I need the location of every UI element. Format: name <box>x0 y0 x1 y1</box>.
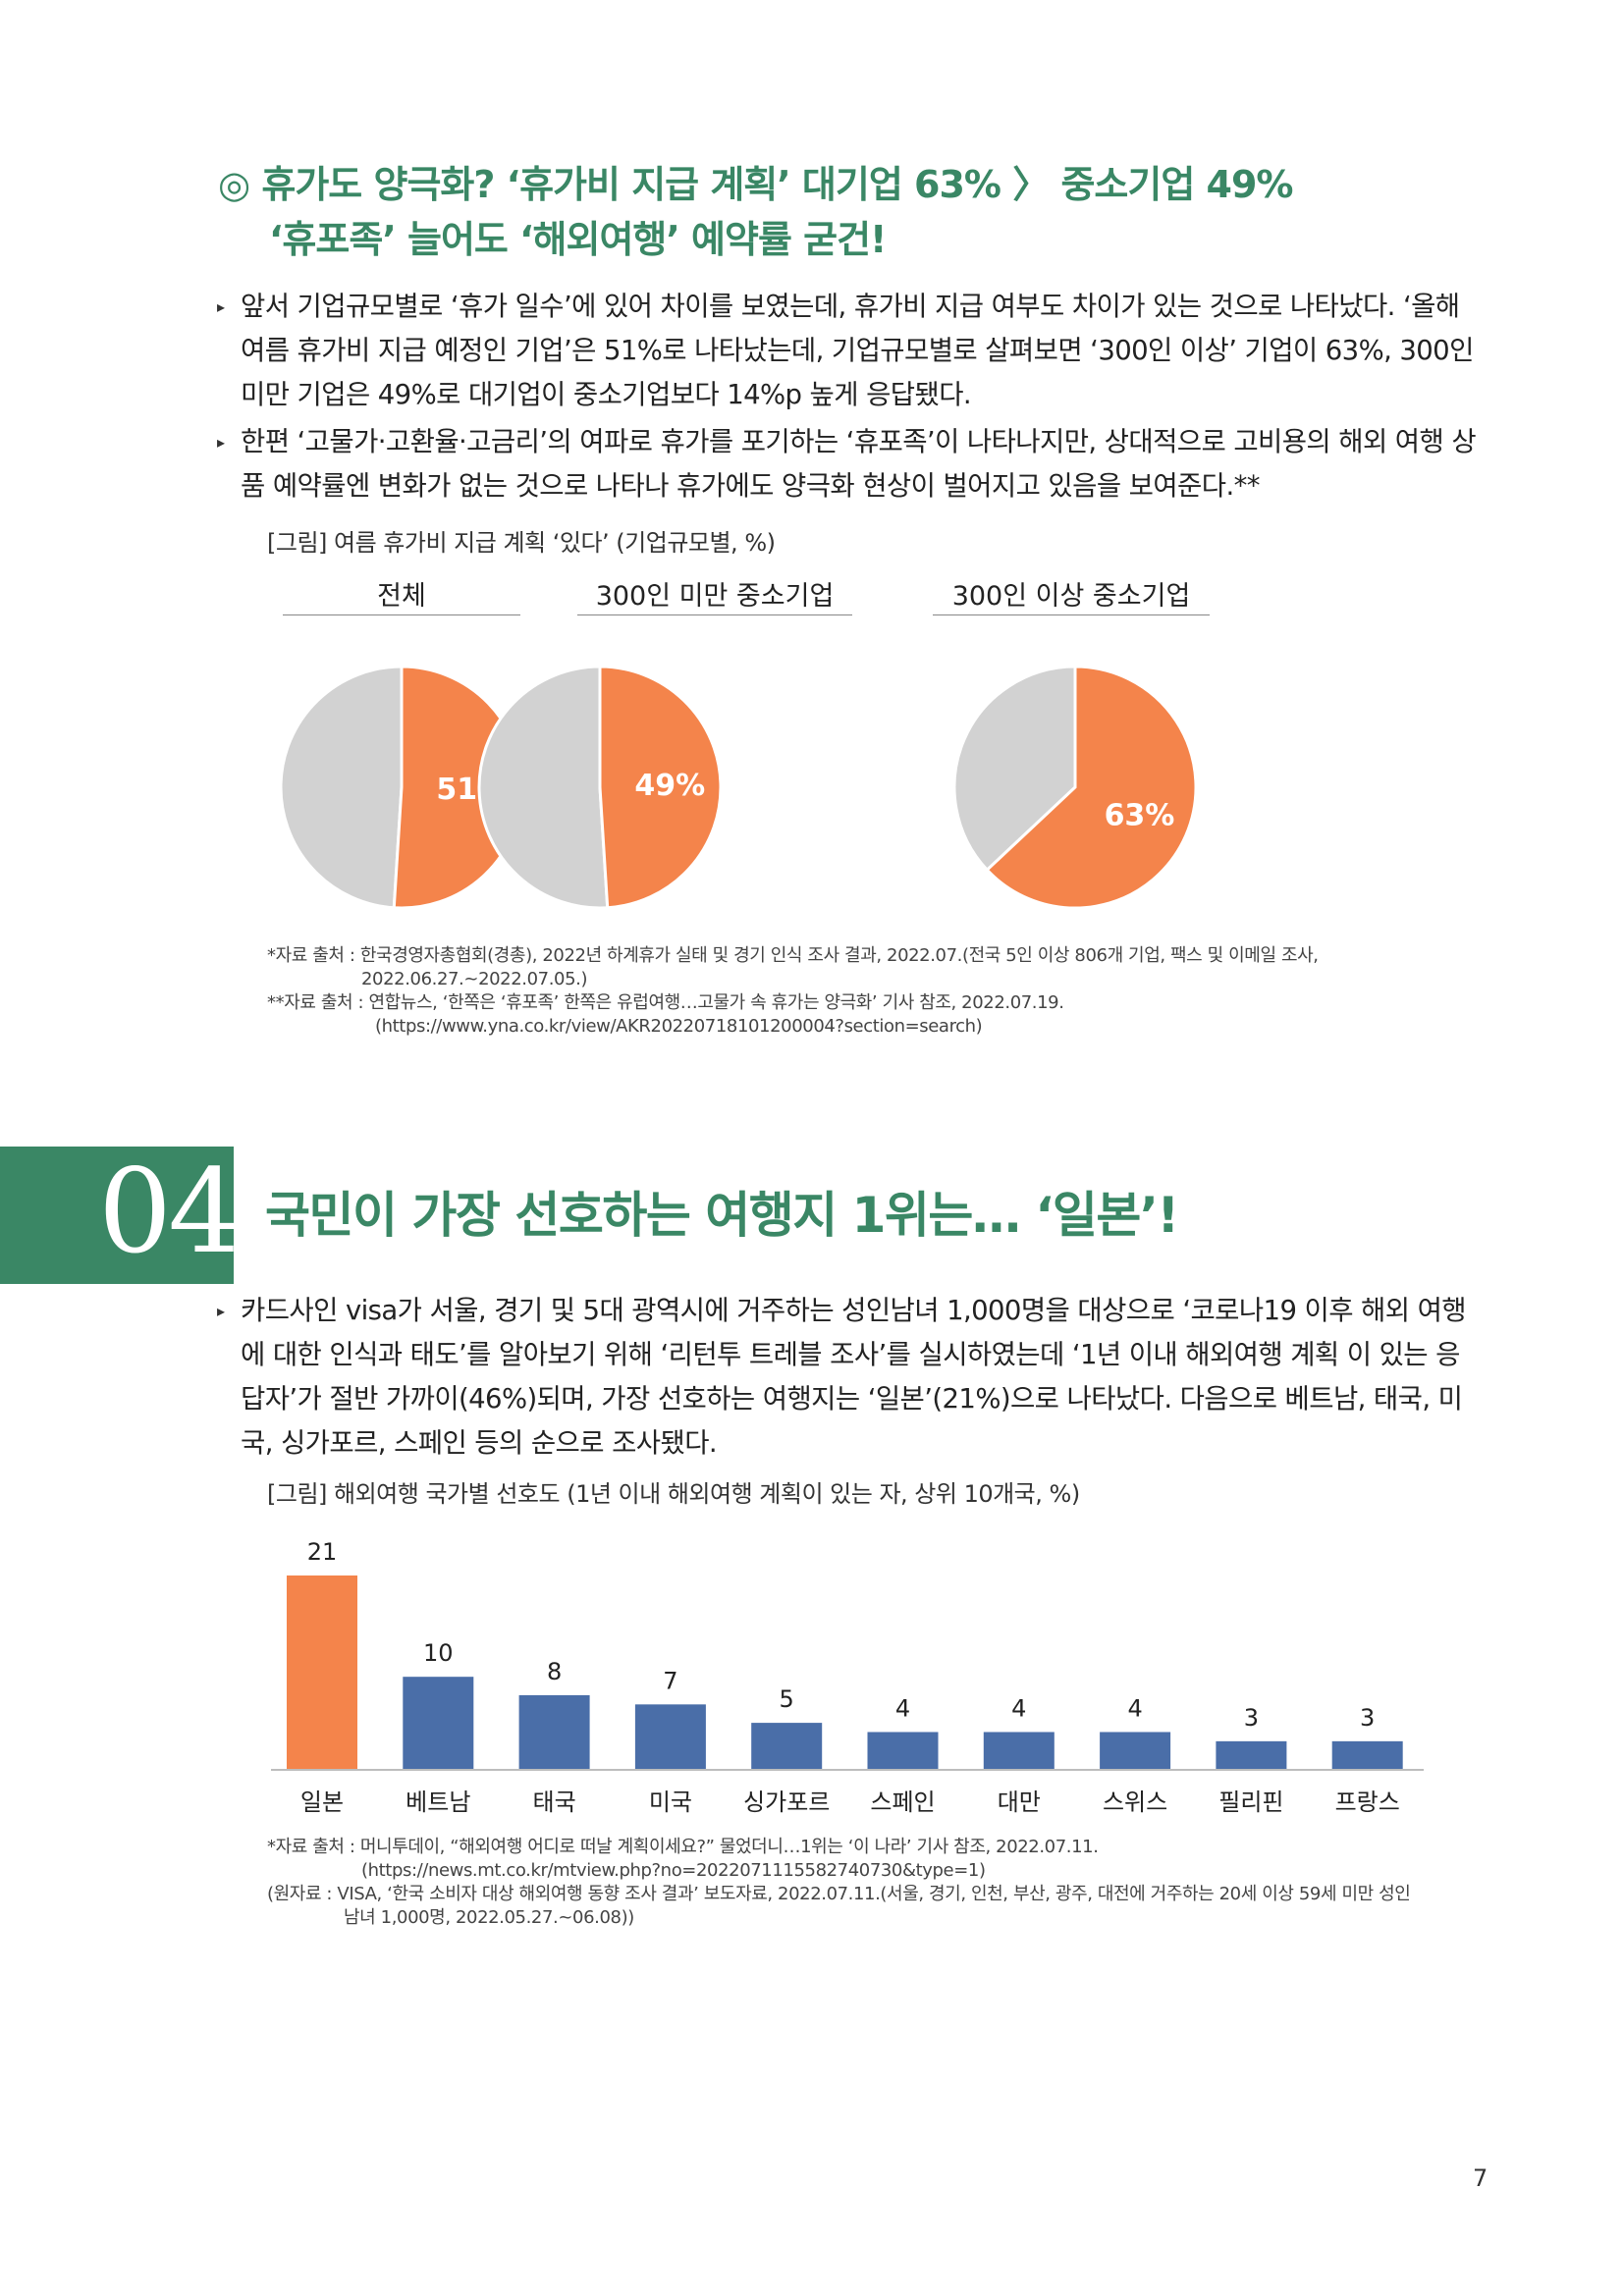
bar-value-label: 4 <box>1127 1694 1142 1722</box>
bar <box>518 1694 590 1769</box>
pie-chart-under-300: 49% <box>477 665 723 910</box>
pie-label-underline <box>933 614 1210 615</box>
bar <box>867 1732 939 1769</box>
bar-value-label: 7 <box>663 1667 677 1694</box>
pie-chart-overall: 51% <box>279 665 524 910</box>
section-title: 국민이 가장 선호하는 여행지 1위는… ‘일본’! <box>265 1187 1179 1244</box>
bullet-paragraph-1: ▸ 앞서 기업규모별로 ‘휴가 일수’에 있어 차이를 보였는데, 휴가비 지급… <box>217 285 1478 417</box>
pie-panel-label: 300인 미만 중소기업 <box>595 581 835 612</box>
bar-value-label: 5 <box>780 1685 794 1713</box>
bullet-paragraph-2: ▸ 한편 ‘고물가·고환율·고금리’의 여파로 휴가를 포기하는 ‘휴포족’이 … <box>217 420 1478 508</box>
bar-category-label: 미국 <box>649 1789 692 1816</box>
heading-line1: ◎ 휴가도 양극화? ‘휴가비 지급 계획’ 대기업 63% 〉 중소기업 49… <box>218 163 1293 206</box>
pie-charts: 51% 49% 63% <box>279 665 1198 910</box>
bar <box>634 1704 706 1769</box>
figure-caption-1: [그림] 여름 휴가비 지급 계획 ‘있다’ (기업규모별, %) <box>267 529 776 557</box>
bar-category-label: 프랑스 <box>1335 1789 1400 1816</box>
triangle-bullet-icon: ▸ <box>217 297 225 316</box>
heading-line2: ‘휴포족’ 늘어도 ‘해외여행’ 예약률 굳건! <box>269 218 887 261</box>
section-number: 04 <box>98 1144 242 1279</box>
pie-slice-rest <box>477 665 610 910</box>
bar-category-label: 일본 <box>300 1789 344 1816</box>
bar-category-label: 싱가포르 <box>743 1789 830 1816</box>
bar <box>983 1732 1055 1769</box>
pie-label-underline <box>283 614 520 615</box>
pie-panel-label: 300인 이상 중소기업 <box>951 581 1191 612</box>
bar-chart: 21 일본 10 베트남 8 태국 7 미국 5 싱가포르 4 스페인 4 대만 4 스위스 3 필리핀 3 프랑스 <box>271 1538 1424 1816</box>
bar <box>751 1723 823 1769</box>
bar-value-label: 8 <box>547 1658 562 1685</box>
bar <box>1216 1740 1287 1769</box>
bar <box>403 1677 474 1769</box>
pie-chart-over-300: 63% <box>952 665 1198 910</box>
pie-slice-highlight <box>985 665 1198 910</box>
bar-category-label: 스위스 <box>1103 1789 1167 1816</box>
bar-value-label: 21 <box>307 1538 338 1566</box>
pie-slice-rest <box>279 665 404 910</box>
bar-category-label: 스페인 <box>870 1789 935 1816</box>
bar <box>287 1575 357 1769</box>
bar-value-label: 10 <box>423 1639 454 1667</box>
pie-slice-rest <box>952 665 1077 873</box>
source-note-bottom: *자료 출처 : 머니투데이, “해외여행 어디로 떠날 계획이세요?” 물었더… <box>267 1837 1411 1928</box>
bar-value-label: 4 <box>895 1694 910 1722</box>
bar-category-label: 대만 <box>998 1789 1041 1816</box>
section-number-box <box>0 1147 234 1284</box>
bar-value-label: 4 <box>1011 1694 1026 1722</box>
page-number: 7 <box>1473 2164 1488 2192</box>
bar-value-label: 3 <box>1244 1704 1259 1732</box>
section-heading: ◎ 휴가도 양극화? ‘휴가비 지급 계획’ 대기업 63% 〉 중소기업 49… <box>218 157 1494 267</box>
pie-label-underline <box>577 614 852 615</box>
triangle-bullet-icon: ▸ <box>217 1302 225 1320</box>
pie-slice-highlight <box>598 665 723 910</box>
bar <box>1100 1732 1171 1769</box>
bar-category-label: 필리핀 <box>1218 1789 1283 1816</box>
pie-panel-label: 전체 <box>377 581 426 612</box>
bar-category-label: 태국 <box>533 1789 576 1816</box>
bar <box>1331 1740 1403 1769</box>
bullet-paragraph-3: ▸ 카드사인 visa가 서울, 경기 및 5대 광역시에 거주하는 성인남녀 … <box>217 1289 1478 1466</box>
pie-value-label: 63% <box>1105 798 1175 832</box>
figure-caption-2: [그림] 해외여행 국가별 선호도 (1년 이내 해외여행 계획이 있는 자, … <box>267 1480 1080 1508</box>
bar-category-label: 베트남 <box>406 1789 470 1816</box>
source-note-top: *자료 출처 : 한국경영자총협회(경총), 2022년 하계휴가 실태 및 경… <box>267 945 1319 1037</box>
bar-value-label: 3 <box>1360 1704 1375 1732</box>
pie-value-label: 49% <box>634 769 705 803</box>
triangle-bullet-icon: ▸ <box>217 433 225 452</box>
